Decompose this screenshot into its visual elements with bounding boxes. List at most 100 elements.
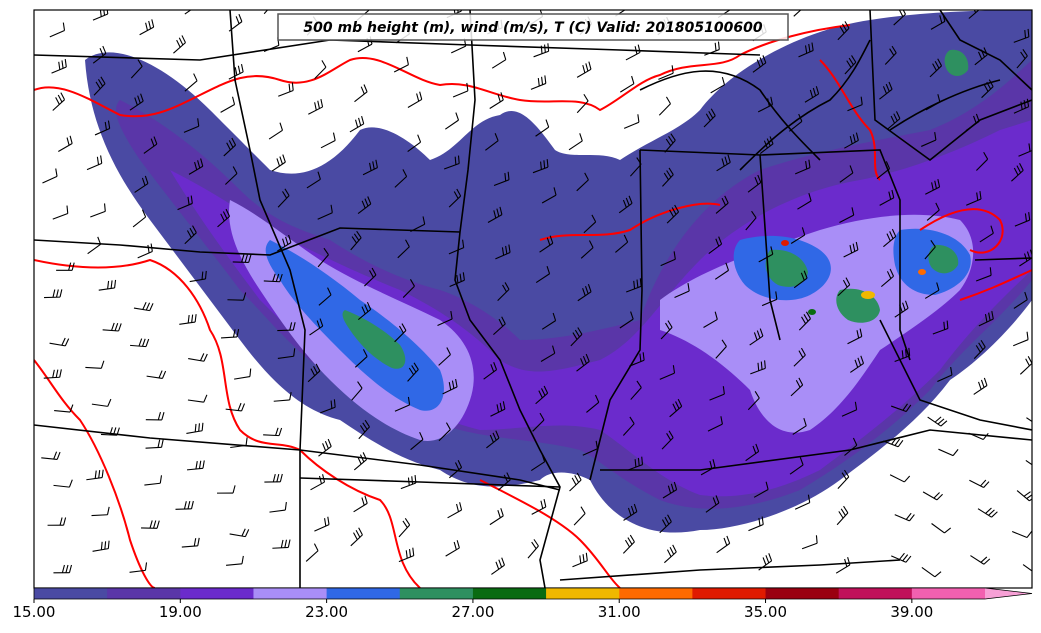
wind-barb <box>407 134 422 153</box>
wind-barb <box>703 311 718 328</box>
wind-barb <box>445 540 460 557</box>
wind-barb <box>977 507 998 518</box>
wind-barb <box>1019 356 1032 375</box>
colorbar-bin <box>253 588 328 599</box>
colorbar-tick-label: 39.00 <box>890 603 933 621</box>
wind-barb <box>674 283 690 298</box>
wind-barb <box>629 352 645 367</box>
temperature-contour <box>34 258 421 588</box>
colorbar-tick-label: 15.00 <box>13 603 56 621</box>
wind-barb <box>445 112 460 130</box>
wind-barb <box>179 314 197 325</box>
wind-barb <box>277 322 296 332</box>
wind-barb <box>223 137 237 157</box>
wind-barb <box>94 120 111 136</box>
wind-barb <box>930 13 946 30</box>
wind-barb <box>146 370 167 379</box>
wind-barb <box>714 262 730 280</box>
wind-barb <box>278 82 294 97</box>
temperature-contour <box>919 208 1004 254</box>
wind-barb <box>230 437 248 449</box>
wind-barb <box>931 523 952 534</box>
wind-barb <box>893 10 906 26</box>
shade-level-31 <box>918 269 926 275</box>
wind-barb <box>531 498 547 515</box>
wind-barb <box>227 292 247 301</box>
wind-barb <box>879 189 895 206</box>
colorbar-tick-label: 19.00 <box>159 603 202 621</box>
wind-barb <box>749 328 764 346</box>
wind-barb <box>186 460 205 471</box>
colorbar-bin <box>765 588 840 599</box>
wind-barb <box>271 154 286 172</box>
wind-barb <box>188 353 208 362</box>
temperature-contour <box>539 202 721 241</box>
wind-barb <box>93 76 106 96</box>
wind-barb <box>489 92 504 109</box>
wind-barb <box>894 300 909 318</box>
wind-barb <box>798 311 811 331</box>
wind-barb <box>357 301 372 321</box>
great-lakes-shore <box>889 79 1001 131</box>
wind-barb <box>144 475 163 486</box>
title-box: 500 mb height (m), wind (m/s), T (C) Val… <box>277 13 789 41</box>
wind-barb <box>495 244 511 260</box>
wind-barb <box>228 63 244 80</box>
wind-barb <box>541 187 557 204</box>
state-border <box>589 149 643 481</box>
colorbar-tick-label: 35.00 <box>744 603 787 621</box>
temperature-contour <box>34 24 851 118</box>
plot-area <box>34 10 1032 588</box>
wind-barb <box>921 132 937 147</box>
wind-barb <box>263 10 269 15</box>
wind-barb <box>887 111 901 130</box>
wind-barb <box>880 268 895 288</box>
wind-barb <box>704 41 720 56</box>
wind-barb <box>1025 459 1032 466</box>
wind-barb <box>922 491 943 501</box>
colorbar-bin <box>472 588 547 599</box>
wind-barb <box>354 84 368 103</box>
wind-barb <box>349 115 365 133</box>
wind-barb <box>49 337 70 347</box>
wind-barb <box>883 228 897 248</box>
wind-barb <box>490 401 506 417</box>
wind-barb <box>707 416 723 432</box>
wind-barb <box>410 216 426 232</box>
wind-barb <box>884 45 897 65</box>
wind-barb <box>619 75 635 93</box>
wind-barb <box>658 65 674 80</box>
wind-barb <box>269 502 287 513</box>
wind-barb <box>350 230 362 251</box>
wind-barb <box>351 381 363 401</box>
wind-barb <box>669 398 683 418</box>
wind-barb <box>929 58 943 78</box>
wind-barb <box>1011 530 1032 539</box>
wind-barb <box>790 227 806 244</box>
wind-barb <box>752 55 767 73</box>
great-lakes-shore <box>739 39 871 171</box>
wind-barb <box>660 251 676 267</box>
wind-barb <box>709 386 725 401</box>
wind-barb <box>491 557 505 575</box>
wind-barb <box>47 517 67 526</box>
wind-barb <box>540 345 556 362</box>
wind-barb <box>318 287 332 306</box>
wind-barb <box>307 363 321 383</box>
wind-barb <box>759 136 774 154</box>
wind-barb <box>181 537 200 548</box>
state-border <box>559 559 901 581</box>
wind-barb <box>187 394 208 403</box>
wind-barb <box>924 240 936 260</box>
wind-barb <box>1019 249 1032 267</box>
wind-barb <box>876 161 891 180</box>
wind-barb <box>974 47 988 66</box>
wind-barb <box>535 385 549 405</box>
wind-barb <box>747 174 762 193</box>
wind-barb <box>145 412 165 421</box>
wind-barb <box>186 422 204 434</box>
wind-barb <box>666 204 680 224</box>
wind-barb <box>879 81 893 100</box>
shade-level-27 <box>808 309 816 315</box>
wind-barb <box>758 246 774 263</box>
